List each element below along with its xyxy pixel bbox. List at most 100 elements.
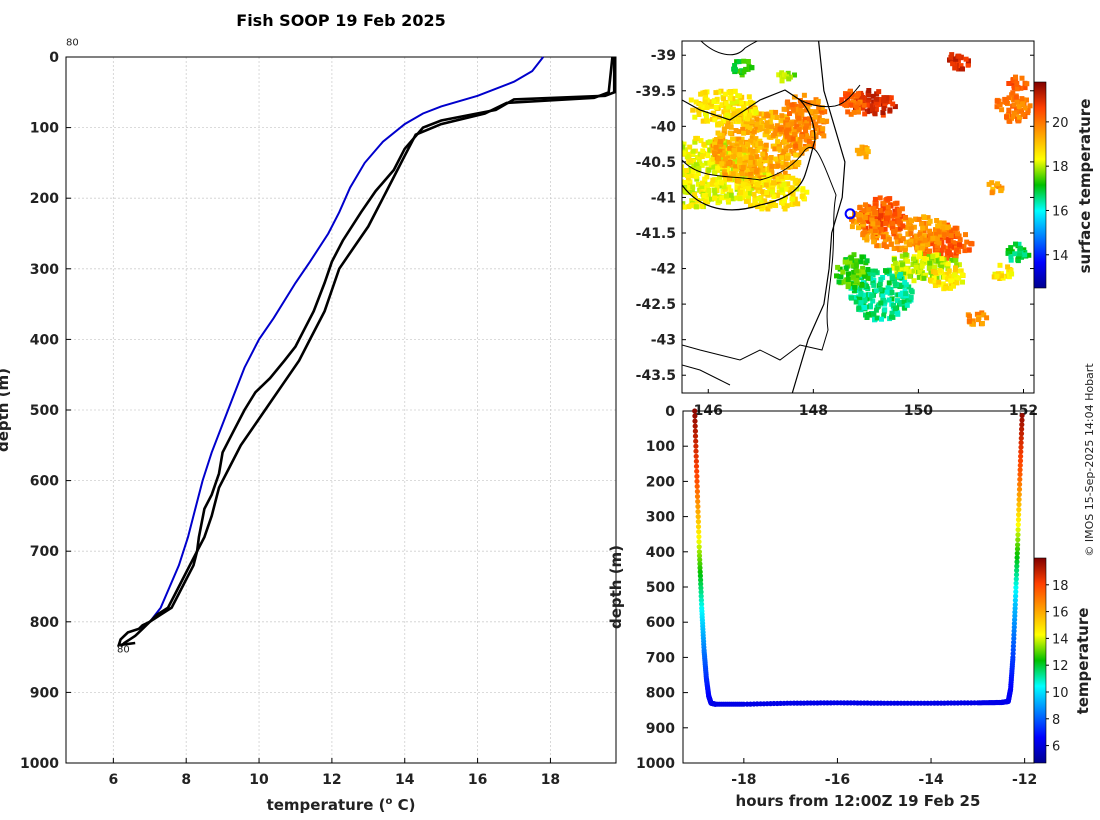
sst-cell — [776, 72, 782, 78]
section-track-point — [1016, 507, 1022, 513]
series-line-climatology — [138, 56, 544, 630]
sst-cell — [853, 299, 859, 305]
section-track-point — [1011, 639, 1017, 645]
sst-cell — [733, 67, 738, 73]
sst-cell — [819, 118, 825, 123]
sst-cell — [741, 58, 747, 64]
sst-cell — [723, 100, 729, 106]
sst-cell — [715, 165, 721, 171]
sst-cell — [864, 315, 870, 320]
sst-cell — [843, 265, 849, 271]
sst-cell — [695, 181, 701, 187]
sst-cell — [779, 174, 785, 180]
sst-cell — [700, 118, 706, 124]
sst-cell — [853, 96, 859, 102]
sst-cell — [734, 184, 740, 190]
sst-cell — [880, 110, 886, 115]
map-y-tick-label: -42 — [651, 262, 676, 278]
sst-cell — [898, 300, 904, 306]
sst-cell — [927, 260, 933, 266]
section-y-tick-label: 800 — [646, 686, 675, 702]
sst-cell — [807, 116, 812, 122]
sst-cell — [731, 154, 736, 160]
sst-cell — [893, 226, 899, 232]
sst-cell — [907, 242, 912, 248]
sst-cell — [728, 188, 734, 194]
sst-cell — [728, 124, 734, 130]
sst-cell — [877, 286, 883, 292]
sst-cell — [919, 235, 925, 241]
sst-cell — [811, 131, 817, 137]
sst-cell — [713, 104, 719, 110]
sst-cell — [862, 292, 868, 298]
sst-cell — [673, 148, 678, 153]
sst-cell — [804, 137, 810, 143]
sst-cell — [886, 222, 892, 228]
sst-cell — [759, 121, 764, 126]
section-y-tick-label: 500 — [646, 580, 675, 596]
sst-cell — [872, 196, 878, 202]
sst-cell — [853, 262, 859, 268]
sst-cell — [901, 299, 907, 305]
section-track-point — [696, 549, 703, 555]
sst-cell — [1016, 241, 1022, 247]
sst-colorbar-label: surface temperature — [1076, 99, 1094, 274]
sst-cell — [675, 180, 680, 185]
sst-cell — [677, 151, 682, 156]
sst-cell — [652, 140, 657, 145]
sst-cell — [925, 242, 931, 247]
sst-cell — [756, 111, 762, 117]
sst-cell — [747, 180, 753, 186]
profile-axes-box — [65, 56, 617, 764]
sst-cell — [701, 193, 707, 198]
sst-cell — [887, 107, 893, 113]
section-track-point — [1012, 597, 1019, 603]
sst-cell — [717, 175, 722, 181]
section-track-point — [1013, 593, 1019, 599]
sst-cell — [667, 145, 672, 150]
sst-cell — [663, 143, 668, 148]
sst-cell — [851, 252, 857, 258]
sst-cell — [793, 103, 799, 109]
sst-cell — [857, 286, 863, 292]
sst-cell — [706, 188, 712, 193]
sst-cell — [712, 117, 718, 123]
sst-cell — [905, 231, 911, 237]
sst-cell — [704, 105, 710, 110]
sst-cell — [850, 274, 856, 280]
sst-cell — [661, 174, 666, 179]
ship-track — [791, 41, 846, 393]
sst-cell — [1008, 245, 1014, 251]
sst-cell — [726, 161, 732, 167]
sst-cell — [834, 273, 839, 279]
sst-cell — [882, 226, 888, 232]
sst-cell — [768, 155, 774, 160]
map-y-tick-label: -39.5 — [636, 84, 676, 100]
sst-cell — [950, 240, 956, 246]
sst-cell — [658, 172, 663, 177]
sst-cell — [787, 111, 792, 116]
sst-cell — [753, 109, 759, 115]
sst-cell — [850, 218, 856, 224]
sst-cell — [932, 279, 938, 285]
sst-cell — [1004, 114, 1009, 120]
section-track-point — [695, 498, 701, 505]
sst-cell — [792, 200, 798, 206]
sst-cell — [789, 121, 794, 127]
sst-cell — [636, 183, 641, 188]
sst-cell — [727, 145, 733, 151]
sst-cell — [755, 204, 761, 210]
sst-cell — [664, 149, 669, 154]
sst-cell — [773, 127, 779, 133]
sst-cell — [849, 295, 854, 301]
sst-cell — [798, 147, 804, 153]
sst-cell — [631, 191, 636, 196]
mainland-coast — [682, 89, 816, 211]
sst-cell — [899, 245, 905, 251]
sst-cell — [956, 66, 962, 72]
sst-cell — [712, 191, 718, 197]
sst-cell — [748, 175, 754, 181]
sst-cell — [657, 174, 662, 179]
map-y-tick-label: -41 — [651, 190, 676, 206]
sst-cell — [745, 142, 751, 148]
